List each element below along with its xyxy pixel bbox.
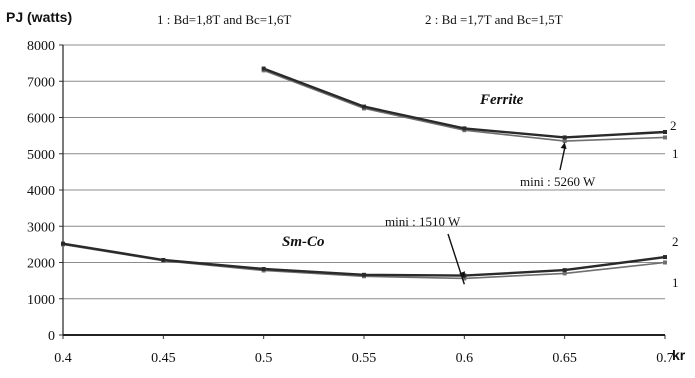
- annotation-arrow-head: [459, 271, 466, 279]
- y-tick-label: 7000: [27, 75, 55, 90]
- x-tick-label: 0.4: [54, 351, 72, 366]
- y-tick-labels: 0 1000 2000 3000 4000 5000 6000 7000 8000: [27, 39, 55, 344]
- y-tick-label: 8000: [27, 39, 55, 54]
- x-tick-label: 0.5: [255, 351, 273, 366]
- y-axis-label: PJ (watts): [6, 9, 72, 25]
- ferrite-series-2-point: [562, 135, 567, 140]
- y-tick-label: 6000: [27, 112, 55, 127]
- sm-co-series-1-point: [663, 260, 667, 265]
- annotation-arrow-line: [447, 233, 465, 285]
- x-tick-labels: 0.4 0.45 0.5 0.55 0.6 0.65 0.7: [54, 351, 674, 366]
- sm-co-series-2-point: [562, 268, 567, 273]
- annotation-arrow-head: [560, 142, 567, 150]
- sm-co-series-2-point: [663, 255, 667, 260]
- sm-co-series-2-point: [161, 257, 166, 262]
- smco-series-2-end-label: 2: [672, 234, 679, 249]
- x-tick-label: 0.55: [352, 351, 377, 366]
- ferrite-series-1-point: [663, 135, 667, 140]
- ferrite-series-2-point: [362, 104, 366, 109]
- ferrite-series-2-point: [663, 130, 667, 134]
- x-tick-label: 0.6: [456, 351, 474, 366]
- sm-co-series-1-point: [462, 276, 467, 281]
- annotation-arrows: [447, 142, 567, 285]
- y-tick-label: 5000: [27, 148, 55, 163]
- ferrite-series-2-point: [462, 126, 467, 131]
- x-axis-label: kr: [672, 347, 686, 363]
- sm-co-series-1-point: [562, 271, 567, 276]
- y-tick-label: 1000: [27, 293, 55, 308]
- ferrite-series-1-point: [562, 139, 567, 144]
- annotation-ferrite-minimum: mini : 5260 W: [520, 174, 596, 189]
- legend-entry-2: 2 : Bd =1,7T and Bc=1,5T: [425, 12, 563, 27]
- sm-co-series-2-point: [261, 267, 266, 272]
- sm-co-series-2-point: [362, 272, 366, 277]
- axes: [62, 45, 665, 336]
- y-tick-label: 4000: [27, 184, 55, 199]
- y-tick-label: 3000: [27, 220, 55, 235]
- y-tick-label: 2000: [27, 257, 55, 272]
- group-label-ferrite: Ferrite: [479, 92, 524, 108]
- y-tick-label: 0: [48, 329, 55, 344]
- gridlines: [59, 44, 666, 339]
- annotation-smco-minimum: mini : 1510 W: [385, 214, 461, 229]
- ferrite-series-2-end-label: 2: [670, 118, 677, 133]
- x-tick-label: 0.45: [151, 351, 176, 366]
- ferrite-series-1-end-label: 1: [672, 146, 679, 161]
- legend-entry-1: 1 : Bd=1,8T and Bc=1,6T: [157, 12, 291, 27]
- x-tick-label: 0.7: [656, 351, 674, 366]
- x-tick-label: 0.65: [552, 351, 577, 366]
- group-label-smco: Sm-Co: [282, 234, 325, 250]
- smco-series-1-end-label: 1: [672, 275, 679, 290]
- annotation-arrow-line: [559, 148, 566, 171]
- ferrite-series-2-point: [261, 66, 266, 71]
- sm-co-series-2-point: [61, 241, 65, 246]
